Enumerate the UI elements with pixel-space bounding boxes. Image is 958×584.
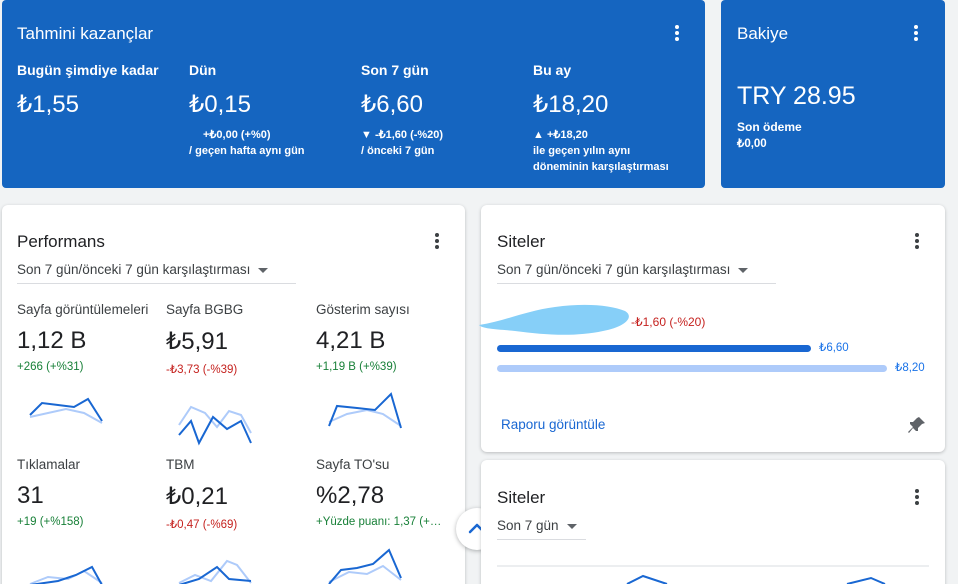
sparkline-cpc <box>178 559 252 584</box>
previous-period-bar <box>497 365 887 372</box>
sites-7d-card: Siteler Son 7 gün <box>481 460 945 584</box>
last-payment-label: Son ödeme <box>737 120 802 134</box>
earnings-last7: Son 7 gün ₺6,60 ▼ -₺1,60 (-%20) / önceki… <box>361 62 443 159</box>
metric-delta: -₺0,47 (-%69) <box>166 519 238 531</box>
performance-range-label: Son 7 gün/önceki 7 gün karşılaştırması <box>17 262 251 277</box>
view-report-link[interactable]: Raporu görüntüle <box>501 417 606 432</box>
metric-label: TBM <box>166 457 195 472</box>
metric-value: 1,12 B <box>17 327 87 354</box>
sites-7d-range-dropdown[interactable]: Son 7 gün <box>497 518 586 540</box>
chevron-down-icon <box>566 523 577 529</box>
current-period-bar <box>497 345 811 352</box>
earnings-month-value: ₺18,20 <box>533 91 609 118</box>
balance-value: TRY 28.95 <box>737 82 856 110</box>
current-period-value: ₺6,60 <box>819 342 849 354</box>
performance-title: Performans <box>17 232 105 251</box>
metric-value: 31 <box>17 482 44 509</box>
sites-7d-range-label: Son 7 gün <box>497 518 559 533</box>
metric-page-rpm[interactable]: Sayfa BGBG ₺5,91 -₺3,73 (-%39) <box>166 302 306 376</box>
sites-7d-more-icon[interactable] <box>909 488 925 508</box>
sites-compare-more-icon[interactable] <box>909 232 925 252</box>
pin-icon[interactable] <box>907 415 927 435</box>
sites-compare-change: -₺1,60 (-%20) <box>631 315 706 329</box>
sites-compare-title: Siteler <box>497 232 546 251</box>
chevron-down-icon <box>258 267 269 273</box>
sites-7d-chart <box>497 565 929 584</box>
earnings-last7-change: ▼ -₺1,60 (-%20) <box>361 129 444 141</box>
metric-label: Sayfa TO'su <box>316 457 390 472</box>
sites-compare-card: Siteler Son 7 gün/önceki 7 gün karşılaşt… <box>479 205 945 452</box>
metric-value: %2,78 <box>316 482 385 509</box>
earnings-yesterday-value: ₺0,15 <box>189 91 251 118</box>
metric-label: Tıklamalar <box>17 457 81 472</box>
earnings-last7-label: Son 7 gün <box>361 62 429 78</box>
metric-clicks[interactable]: Tıklamalar 31 +19 (+%158) <box>17 457 157 528</box>
sparkline-page-ctr <box>328 548 402 584</box>
earnings-yesterday-change: +₺0,00 (+%0) <box>203 129 271 141</box>
metric-label: Sayfa görüntülemeleri <box>17 302 149 317</box>
sparkline-clicks <box>29 565 103 584</box>
earnings-yesterday-compare: / geçen hafta aynı gün <box>189 145 305 157</box>
sites-compare-range-label: Son 7 gün/önceki 7 gün karşılaştırması <box>497 262 731 277</box>
sites-compare-range-dropdown[interactable]: Son 7 gün/önceki 7 gün karşılaştırması <box>497 262 776 284</box>
estimated-earnings-card: Tahmini kazançlar Bugün şimdiye kadar ₺1… <box>2 0 705 188</box>
earnings-month-compare-2: döneminin karşılaştırması <box>533 161 669 173</box>
previous-period-value: ₺8,20 <box>895 362 925 374</box>
performance-more-icon[interactable] <box>429 232 445 252</box>
earnings-month-label: Bu ay <box>533 62 572 78</box>
metric-value: 4,21 B <box>316 327 386 354</box>
earnings-last7-value: ₺6,60 <box>361 91 423 118</box>
balance-card: Bakiye TRY 28.95 Son ödeme ₺0,00 <box>721 0 945 188</box>
metric-label: Gösterim sayısı <box>316 302 410 317</box>
earnings-month-change: ▲ +₺18,20 <box>533 129 588 141</box>
sparkline-impressions <box>328 392 402 429</box>
earnings-yesterday: Dün ₺0,15 +₺0,00 (+%0) / geçen hafta ayn… <box>189 62 305 159</box>
balance-title: Bakiye <box>737 24 789 43</box>
metric-delta: +19 (+%158) <box>17 516 84 528</box>
earnings-last7-compare: / önceki 7 gün <box>361 145 435 157</box>
last-payment-value: ₺0,00 <box>737 138 767 150</box>
sparkline-page-views <box>29 397 103 424</box>
earnings-month-compare: ile geçen yılın aynı <box>533 145 631 157</box>
earnings-more-icon[interactable] <box>669 24 685 44</box>
metric-value: ₺5,91 <box>166 328 228 355</box>
balance-more-icon[interactable] <box>908 24 924 44</box>
metric-label: Sayfa BGBG <box>166 302 244 317</box>
metric-value: ₺0,21 <box>166 483 228 510</box>
metric-delta: +1,19 B (+%39) <box>316 361 397 373</box>
metric-cpc[interactable]: TBM ₺0,21 -₺0,47 (-%69) <box>166 457 306 531</box>
performance-card: Performans Son 7 gün/önceki 7 gün karşıl… <box>2 205 465 584</box>
earnings-yesterday-label: Dün <box>189 62 217 78</box>
earnings-month: Bu ay ₺18,20 ▲ +₺18,20 ile geçen yılın a… <box>533 62 669 175</box>
sparkline-page-rpm <box>178 405 252 446</box>
sites-7d-title: Siteler <box>497 488 546 507</box>
earnings-title: Tahmini kazançlar <box>17 24 154 43</box>
earnings-today-label: Bugün şimdiye kadar <box>17 62 159 78</box>
redacted-site-name <box>479 304 629 335</box>
performance-range-dropdown[interactable]: Son 7 gün/önceki 7 gün karşılaştırması <box>17 262 296 284</box>
metric-delta: +Yüzde puanı: 1,37 (+%97) <box>316 516 446 528</box>
metric-delta: -₺3,73 (-%39) <box>166 364 238 376</box>
metric-page-views[interactable]: Sayfa görüntülemeleri 1,12 B +266 (+%31) <box>17 302 157 373</box>
earnings-today: Bugün şimdiye kadar ₺1,55 <box>17 62 159 119</box>
earnings-today-value: ₺1,55 <box>17 91 79 118</box>
metric-page-ctr[interactable]: Sayfa TO'su %2,78 +Yüzde puanı: 1,37 (+%… <box>316 457 456 528</box>
metric-impressions[interactable]: Gösterim sayısı 4,21 B +1,19 B (+%39) <box>316 302 456 373</box>
metric-delta: +266 (+%31) <box>17 361 84 373</box>
chevron-down-icon <box>738 267 749 273</box>
